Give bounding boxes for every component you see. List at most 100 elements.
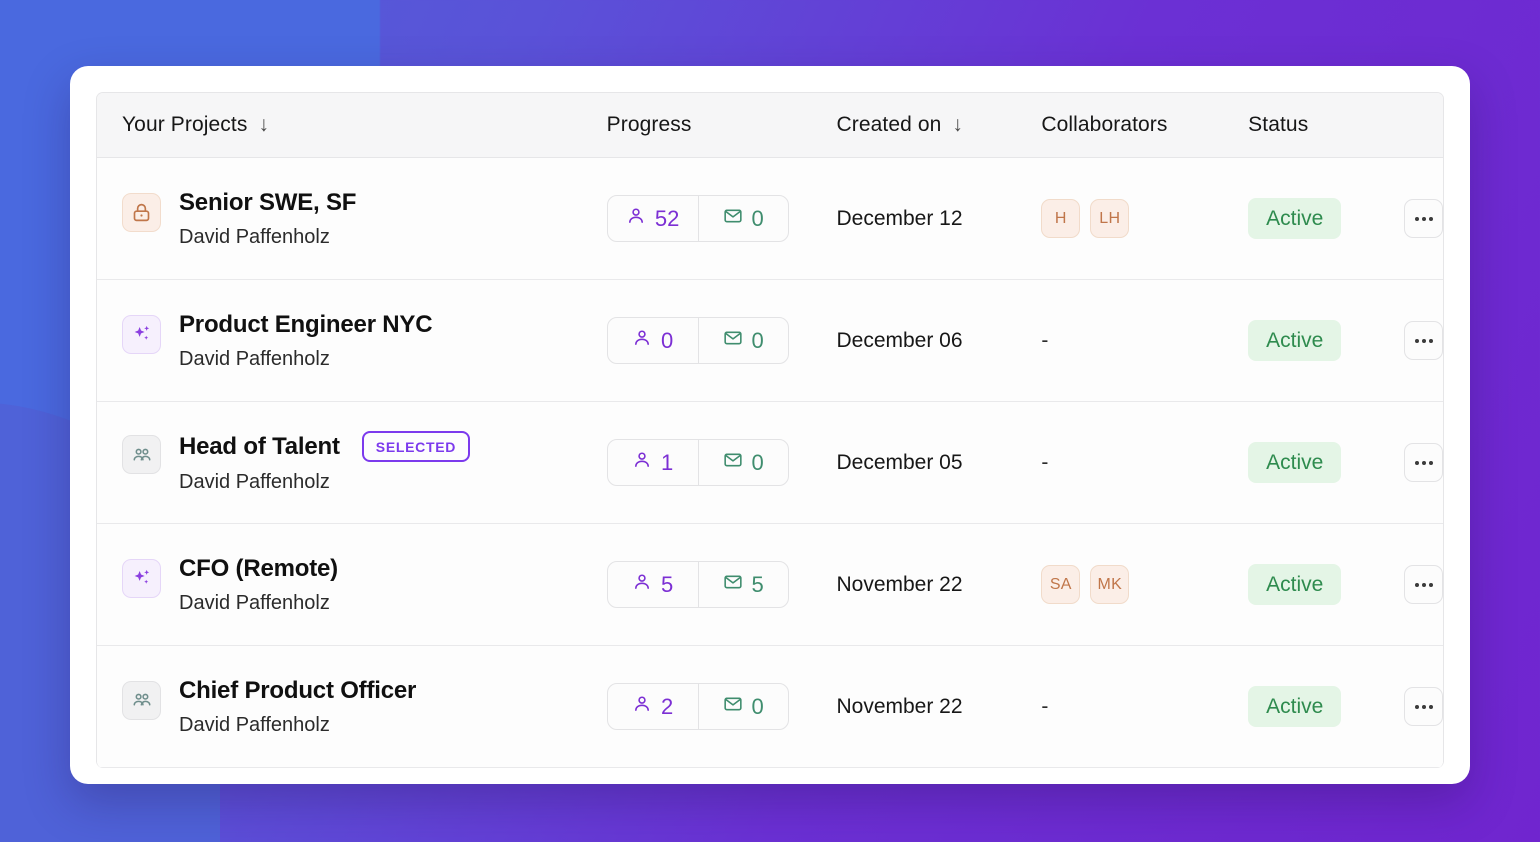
status-badge: Active [1248,685,1342,728]
table-row[interactable]: CFO (Remote) David Paffenholz 5 5 [97,524,1443,646]
cell-created-on: December 12 [836,207,1041,231]
avatar[interactable]: H [1041,199,1081,238]
cell-actions [1383,443,1443,482]
arrow-down-icon[interactable]: ↓ [952,113,963,136]
status-badge: Active [1248,319,1342,362]
more-options-button[interactable] [1404,687,1443,726]
project-owner: David Paffenholz [179,591,330,614]
more-dot-icon [1428,460,1433,465]
column-header-collaborators[interactable]: Collaborators [1041,113,1248,137]
cell-progress: 2 0 [606,683,837,730]
person-icon [626,206,646,232]
column-header-your-projects[interactable]: Your Projects ↓ [122,113,607,137]
candidate-count-segment[interactable]: 0 [608,318,698,363]
progress-pill[interactable]: 52 0 [606,195,789,242]
projects-table: Your Projects ↓ Progress Created on ↓ Co… [96,92,1444,768]
column-header-progress[interactable]: Progress [607,113,837,137]
cell-actions [1383,321,1443,360]
cell-created-on: November 22 [836,573,1041,597]
table-row[interactable]: Product Engineer NYC David Paffenholz 0 [97,280,1443,402]
message-count-segment[interactable]: 0 [697,684,788,729]
column-header-created-on[interactable]: Created on ↓ [836,113,1041,137]
status-badge: Active [1248,563,1342,606]
mail-icon [723,694,743,720]
avatar[interactable]: MK [1090,565,1130,604]
cell-project: Chief Product Officer David Paffenholz [122,677,607,737]
message-count-segment[interactable]: 0 [697,318,788,363]
project-owner: David Paffenholz [179,225,330,248]
table-row[interactable]: Senior SWE, SF David Paffenholz 52 0 [97,158,1443,280]
cell-created-on: November 22 [836,695,1041,719]
cell-collaborators: H LH [1041,199,1248,238]
message-count-segment[interactable]: 0 [697,196,788,241]
cell-status: Active [1248,441,1383,484]
column-header-status[interactable]: Status [1248,113,1383,137]
cell-status: Active [1248,319,1383,362]
cell-project: Head of Talent SELECTED David Paffenholz [122,431,607,494]
avatar[interactable]: LH [1090,199,1130,238]
cell-collaborators: - [1041,329,1248,353]
candidate-count-segment[interactable]: 5 [608,562,698,607]
collaborators-empty: - [1041,450,1049,474]
project-title[interactable]: Senior SWE, SF [179,188,357,216]
more-dot-icon [1421,338,1426,343]
project-title[interactable]: CFO (Remote) [179,554,338,582]
message-count: 5 [751,571,764,597]
sparkles-icon [122,314,161,354]
candidate-count: 1 [661,449,674,475]
cell-actions [1383,687,1443,726]
progress-pill[interactable]: 1 0 [606,439,789,486]
more-dot-icon [1428,338,1433,343]
sparkles-icon [122,558,161,598]
cell-collaborators: SA MK [1041,565,1248,604]
cell-actions [1383,565,1443,604]
project-title[interactable]: Head of Talent [179,432,340,460]
created-on-value: December 05 [836,450,963,474]
column-header-label: Progress [606,113,692,136]
progress-pill[interactable]: 5 5 [606,561,789,608]
cell-actions [1383,199,1443,238]
cell-project: CFO (Remote) David Paffenholz [122,555,607,615]
progress-pill[interactable]: 2 0 [606,683,789,730]
message-count-segment[interactable]: 0 [697,440,788,485]
candidate-count-segment[interactable]: 1 [608,440,698,485]
lock-icon [122,192,161,232]
person-icon [632,694,652,720]
column-header-label: Created on [836,113,942,136]
more-options-button[interactable] [1404,321,1443,360]
more-dot-icon [1414,338,1419,343]
more-options-button[interactable] [1404,565,1443,604]
person-icon [632,450,652,476]
column-header-label: Status [1248,113,1309,136]
avatar[interactable]: SA [1041,565,1081,604]
selected-badge: SELECTED [361,431,471,462]
more-dot-icon [1414,704,1419,709]
candidate-count: 5 [661,571,674,597]
cell-created-on: December 05 [836,451,1041,475]
project-title[interactable]: Product Engineer NYC [179,310,433,338]
cell-status: Active [1248,563,1383,606]
mail-icon [723,572,743,598]
table-header-row: Your Projects ↓ Progress Created on ↓ Co… [97,93,1443,158]
more-options-button[interactable] [1404,199,1443,238]
cell-created-on: December 06 [836,329,1041,353]
more-dot-icon [1421,460,1426,465]
candidate-count: 52 [654,205,680,231]
cell-progress: 1 0 [606,439,837,486]
project-title[interactable]: Chief Product Officer [179,676,417,704]
created-on-value: December 06 [836,328,963,352]
candidate-count-segment[interactable]: 52 [608,196,698,241]
status-badge: Active [1248,441,1342,484]
project-owner: David Paffenholz [179,347,330,370]
message-count: 0 [751,205,764,231]
message-count-segment[interactable]: 5 [697,562,788,607]
table-row[interactable]: Chief Product Officer David Paffenholz 2 [97,646,1443,768]
collaborators-empty: - [1041,328,1049,352]
arrow-down-icon[interactable]: ↓ [258,113,270,136]
progress-pill[interactable]: 0 0 [606,317,789,364]
candidate-count-segment[interactable]: 2 [608,684,698,729]
mail-icon [723,328,743,354]
table-row[interactable]: Head of Talent SELECTED David Paffenholz… [97,402,1443,524]
more-dot-icon [1421,704,1426,709]
more-options-button[interactable] [1404,443,1443,482]
